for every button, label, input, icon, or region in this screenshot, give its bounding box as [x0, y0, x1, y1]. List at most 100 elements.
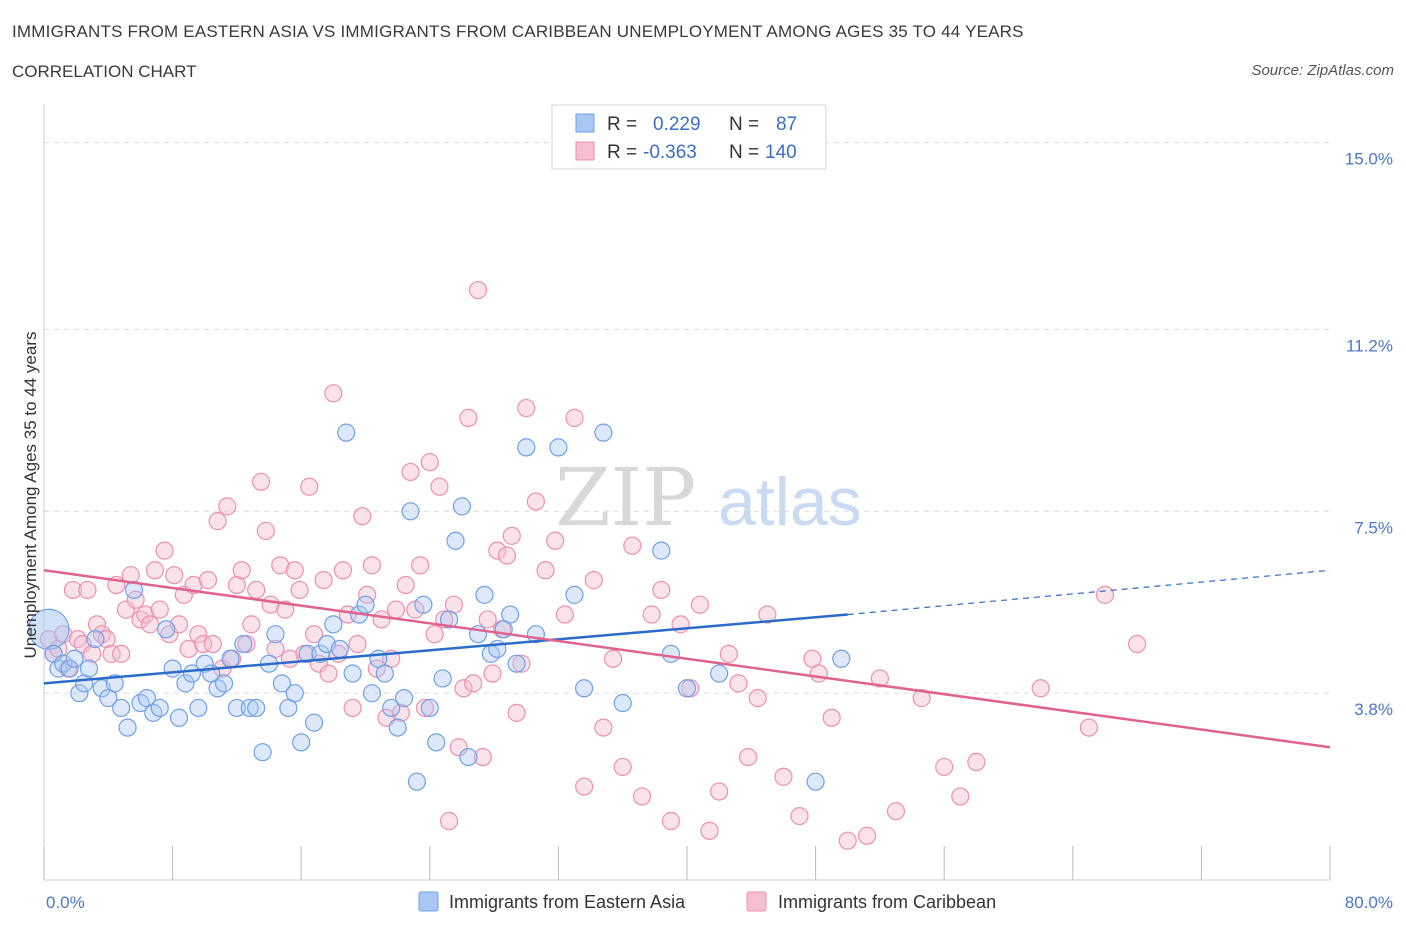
caribbean-point-54: [300, 477, 319, 496]
caribbean-point-64: [348, 634, 367, 654]
caribbean-point-134: [912, 689, 931, 708]
legend-r-value-0: 0.229: [653, 114, 701, 135]
caribbean-point-128: [809, 664, 828, 683]
eastern-asia-point-19: [150, 698, 169, 718]
caribbean-point-96: [502, 526, 521, 545]
caribbean-point-37: [218, 497, 237, 516]
eastern-asia-point-83: [661, 644, 681, 663]
caribbean-point-81: [430, 477, 449, 496]
eastern-asia-point-34: [247, 698, 266, 718]
caribbean-point-135: [935, 757, 954, 777]
source-credit: Source: ZipAtlas.com: [1251, 62, 1394, 79]
y-tick-label-2: 11.2%: [1346, 336, 1393, 355]
caribbean-point-92: [483, 664, 502, 683]
caribbean-point-133: [886, 802, 906, 821]
eastern-asia-point-47: [330, 639, 349, 659]
caribbean-point-123: [748, 689, 767, 708]
caribbean-point-52: [290, 580, 309, 600]
eastern-asia-point-6: [70, 684, 89, 703]
legend-swatch-pink: [575, 141, 595, 161]
caribbean-point-120: [719, 644, 738, 663]
caribbean-point-39: [227, 575, 246, 595]
caribbean-point-91: [478, 610, 497, 629]
top-legend: R = 0.229 N = 87 R = -0.363 N = 140: [551, 104, 827, 170]
caribbean-point-78: [415, 698, 435, 718]
caribbean-point-55: [304, 625, 324, 644]
eastern-asia-point-78: [565, 585, 584, 604]
caribbean-point-33: [198, 571, 218, 590]
legend-r-label-0: R =: [607, 114, 637, 135]
bottom-legend-swatch-pink: [746, 891, 767, 912]
caribbean-point-31: [189, 625, 208, 644]
eastern-asia-point-23: [176, 674, 195, 693]
eastern-asia-point-61: [420, 698, 439, 718]
eastern-asia-point-22: [169, 708, 189, 727]
y-tick-label-1: 7.5%: [1354, 518, 1393, 537]
eastern-asia-point-20: [157, 620, 176, 639]
eastern-asia-point-84: [677, 679, 697, 698]
caribbean-point-16: [116, 600, 136, 619]
caribbean-point-117: [690, 595, 709, 614]
y-axis-label: Unemployment Among Ages 35 to 44 years: [21, 332, 40, 659]
eastern-asia-points: [28, 423, 851, 791]
eastern-asia-point-66: [452, 497, 472, 516]
caribbean-point-121: [729, 674, 748, 693]
caribbean-point-126: [790, 806, 809, 826]
eastern-asia-point-40: [285, 684, 304, 703]
eastern-asia-point-62: [427, 733, 446, 752]
caribbean-point-24: [155, 541, 174, 560]
caribbean-point-138: [1031, 679, 1050, 698]
caribbean-point-106: [584, 571, 603, 590]
caribbean-point-77: [411, 556, 430, 575]
caribbean-point-88: [464, 674, 483, 693]
legend-swatch-blue: [575, 113, 595, 133]
eastern-asia-point-67: [459, 747, 478, 767]
caribbean-point-48: [271, 556, 290, 575]
chart-subtitle: CORRELATION CHART: [12, 62, 197, 81]
caribbean-point-59: [324, 384, 343, 403]
caribbean-point-110: [623, 536, 642, 555]
caribbean-point-125: [774, 767, 793, 786]
eastern-asia-point-63: [433, 669, 452, 688]
eastern-asia-point-30: [221, 649, 240, 668]
caribbean-point-9: [83, 644, 102, 663]
caribbean-point-112: [642, 605, 661, 624]
caribbean-point-26: [165, 566, 184, 585]
caribbean-point-72: [386, 600, 406, 619]
caribbean-point-114: [661, 811, 681, 831]
caribbean-point-122: [738, 747, 758, 767]
caribbean-point-65: [353, 507, 372, 526]
eastern-asia-point-85: [710, 664, 729, 683]
caribbean-point-141: [1127, 634, 1147, 654]
caribbean-point-98: [512, 654, 531, 673]
caribbean-point-10: [87, 615, 107, 634]
caribbean-point-17: [121, 566, 140, 585]
eastern-asia-point-35: [253, 743, 272, 762]
eastern-asia-point-8: [79, 659, 99, 678]
eastern-asia-point-41: [292, 733, 311, 752]
caribbean-point-105: [575, 777, 594, 796]
caribbean-point-86: [454, 679, 473, 698]
caribbean-point-119: [710, 782, 729, 801]
eastern-asia-point-69: [475, 585, 494, 604]
eastern-asia-point-5: [65, 649, 84, 668]
legend-n-label-1: N =: [729, 142, 759, 163]
caribbean-point-69: [372, 610, 391, 629]
caribbean-point-57: [314, 571, 333, 590]
caribbean-point-111: [632, 787, 652, 806]
legend-n-label-0: N =: [729, 114, 759, 135]
eastern-asia-point-31: [227, 698, 246, 718]
caribbean-point-74: [396, 575, 415, 595]
caribbean-point-129: [822, 708, 841, 727]
caribbean-point-42: [242, 615, 261, 634]
eastern-asia-point-48: [337, 423, 356, 442]
grid-lines: [44, 142, 1330, 694]
caribbean-point-63: [343, 698, 362, 718]
watermark-zip: ZIP: [555, 451, 696, 544]
eastern-asia-point-29: [214, 674, 234, 693]
eastern-asia-point-26: [195, 654, 214, 673]
caribbean-point-132: [870, 669, 890, 688]
eastern-asia-point-52: [362, 684, 382, 703]
eastern-asia-point-73: [501, 605, 520, 624]
caribbean-point-34: [203, 634, 222, 654]
